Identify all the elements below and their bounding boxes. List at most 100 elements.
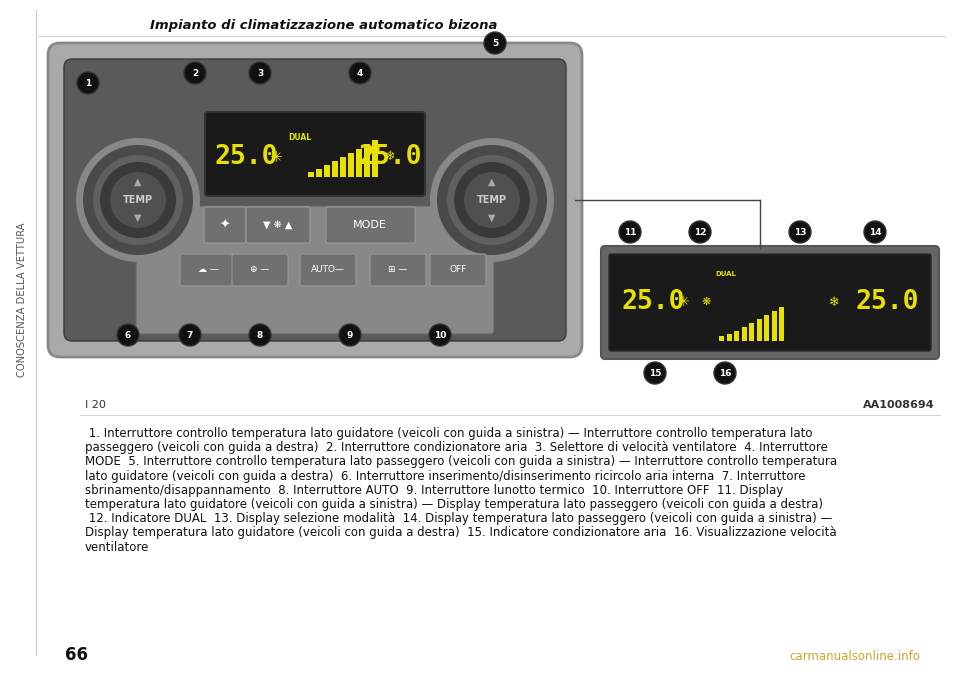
Text: ☁ —: ☁ — <box>198 266 219 275</box>
Text: 14: 14 <box>869 228 881 237</box>
Bar <box>332 161 338 177</box>
Text: ▼ ❋ ▲: ▼ ❋ ▲ <box>263 220 293 230</box>
FancyBboxPatch shape <box>326 207 415 243</box>
Text: Display temperatura lato guidatore (veicoli con guida a destra)  15. Indicatore : Display temperatura lato guidatore (veic… <box>85 526 836 540</box>
Text: ✳: ✳ <box>270 150 282 165</box>
Text: AUTO—: AUTO— <box>311 266 345 275</box>
Bar <box>719 336 724 341</box>
Text: sbrinamento/disappannamento  8. Interruttore AUTO  9. Interruttore lunotto termi: sbrinamento/disappannamento 8. Interrutt… <box>85 484 783 497</box>
Bar <box>340 157 346 177</box>
FancyBboxPatch shape <box>430 254 486 286</box>
Bar <box>356 149 362 177</box>
Circle shape <box>619 221 641 243</box>
FancyBboxPatch shape <box>609 254 931 351</box>
Text: TEMP: TEMP <box>477 195 507 205</box>
FancyBboxPatch shape <box>204 207 246 243</box>
Text: 25.0: 25.0 <box>621 289 684 315</box>
Text: I 20: I 20 <box>85 400 106 410</box>
Bar <box>364 144 370 177</box>
Circle shape <box>249 324 271 346</box>
Text: MODE: MODE <box>353 220 387 230</box>
Text: 25.0: 25.0 <box>358 144 421 170</box>
FancyBboxPatch shape <box>180 254 236 286</box>
Text: 16: 16 <box>719 369 732 378</box>
FancyBboxPatch shape <box>370 254 426 286</box>
FancyBboxPatch shape <box>300 254 356 286</box>
Circle shape <box>249 62 271 84</box>
Circle shape <box>117 324 139 346</box>
Text: 2: 2 <box>192 69 198 78</box>
FancyBboxPatch shape <box>601 246 939 359</box>
Text: 10: 10 <box>434 331 446 340</box>
FancyBboxPatch shape <box>48 43 582 357</box>
Circle shape <box>349 62 371 84</box>
Text: ✦: ✦ <box>220 218 230 231</box>
Text: 3: 3 <box>257 69 263 78</box>
FancyBboxPatch shape <box>205 112 425 196</box>
Circle shape <box>110 172 166 228</box>
Text: ❋: ❋ <box>702 297 710 307</box>
Text: 9: 9 <box>347 331 353 340</box>
Text: ⊞ —: ⊞ — <box>388 266 408 275</box>
Text: 15: 15 <box>649 369 661 378</box>
Text: 13: 13 <box>794 228 806 237</box>
FancyBboxPatch shape <box>246 207 310 243</box>
Bar <box>764 315 769 341</box>
Circle shape <box>714 362 736 384</box>
Circle shape <box>93 155 183 245</box>
Bar <box>324 165 329 177</box>
Text: 5: 5 <box>492 39 498 48</box>
Text: 1. Interruttore controllo temperatura lato guidatore (veicoli con guida a sinist: 1. Interruttore controllo temperatura la… <box>85 427 812 440</box>
Circle shape <box>429 324 451 346</box>
FancyBboxPatch shape <box>232 254 288 286</box>
Circle shape <box>689 221 711 243</box>
Circle shape <box>484 32 506 54</box>
Text: 11: 11 <box>624 228 636 237</box>
Text: DUAL: DUAL <box>288 132 312 142</box>
Bar <box>756 319 761 341</box>
Circle shape <box>339 324 361 346</box>
Bar <box>348 153 353 177</box>
Text: 12: 12 <box>694 228 707 237</box>
Circle shape <box>430 138 554 262</box>
Text: 8: 8 <box>257 331 263 340</box>
Bar <box>727 334 732 341</box>
Text: ❄: ❄ <box>828 296 839 308</box>
Text: 25.0: 25.0 <box>855 289 919 315</box>
Text: ✳: ✳ <box>677 295 689 309</box>
Text: OFF: OFF <box>449 266 467 275</box>
Bar <box>734 331 739 341</box>
Text: ⊕ —: ⊕ — <box>251 266 270 275</box>
Circle shape <box>454 162 530 238</box>
Circle shape <box>437 145 547 255</box>
Text: 4: 4 <box>357 69 363 78</box>
Text: lato guidatore (veicoli con guida a destra)  6. Interruttore inserimento/disinse: lato guidatore (veicoli con guida a dest… <box>85 470 805 483</box>
Text: TEMP: TEMP <box>123 195 153 205</box>
Text: 25.0: 25.0 <box>214 144 277 170</box>
Circle shape <box>76 138 200 262</box>
Bar <box>372 140 377 177</box>
Text: MODE  5. Interruttore controllo temperatura lato passeggero (veicoli con guida a: MODE 5. Interruttore controllo temperatu… <box>85 456 837 468</box>
Text: ▼: ▼ <box>134 213 142 223</box>
Bar <box>316 169 322 177</box>
Text: 7: 7 <box>187 331 193 340</box>
Text: ▲: ▲ <box>134 177 142 187</box>
Text: passeggero (veicoli con guida a destra)  2. Interruttore condizionatore aria  3.: passeggero (veicoli con guida a destra) … <box>85 441 828 454</box>
Text: Impianto di climatizzazione automatico bizona: Impianto di climatizzazione automatico b… <box>150 18 497 31</box>
Bar <box>779 307 784 341</box>
Circle shape <box>77 72 99 94</box>
Bar <box>741 327 747 341</box>
Circle shape <box>100 162 176 238</box>
Text: 6: 6 <box>125 331 132 340</box>
Bar <box>308 172 314 177</box>
Text: ▼: ▼ <box>489 213 495 223</box>
Circle shape <box>864 221 886 243</box>
Text: 12. Indicatore DUAL  13. Display selezione modalità  14. Display temperatura lat: 12. Indicatore DUAL 13. Display selezion… <box>85 512 832 525</box>
Text: carmanualsonline.info: carmanualsonline.info <box>789 650 920 664</box>
Text: temperatura lato guidatore (veicoli con guida a sinistra) — Display temperatura : temperatura lato guidatore (veicoli con … <box>85 498 823 511</box>
Bar <box>749 323 754 341</box>
Bar <box>772 311 777 341</box>
Text: ❄: ❄ <box>385 151 396 163</box>
FancyBboxPatch shape <box>136 206 494 334</box>
Circle shape <box>83 145 193 255</box>
